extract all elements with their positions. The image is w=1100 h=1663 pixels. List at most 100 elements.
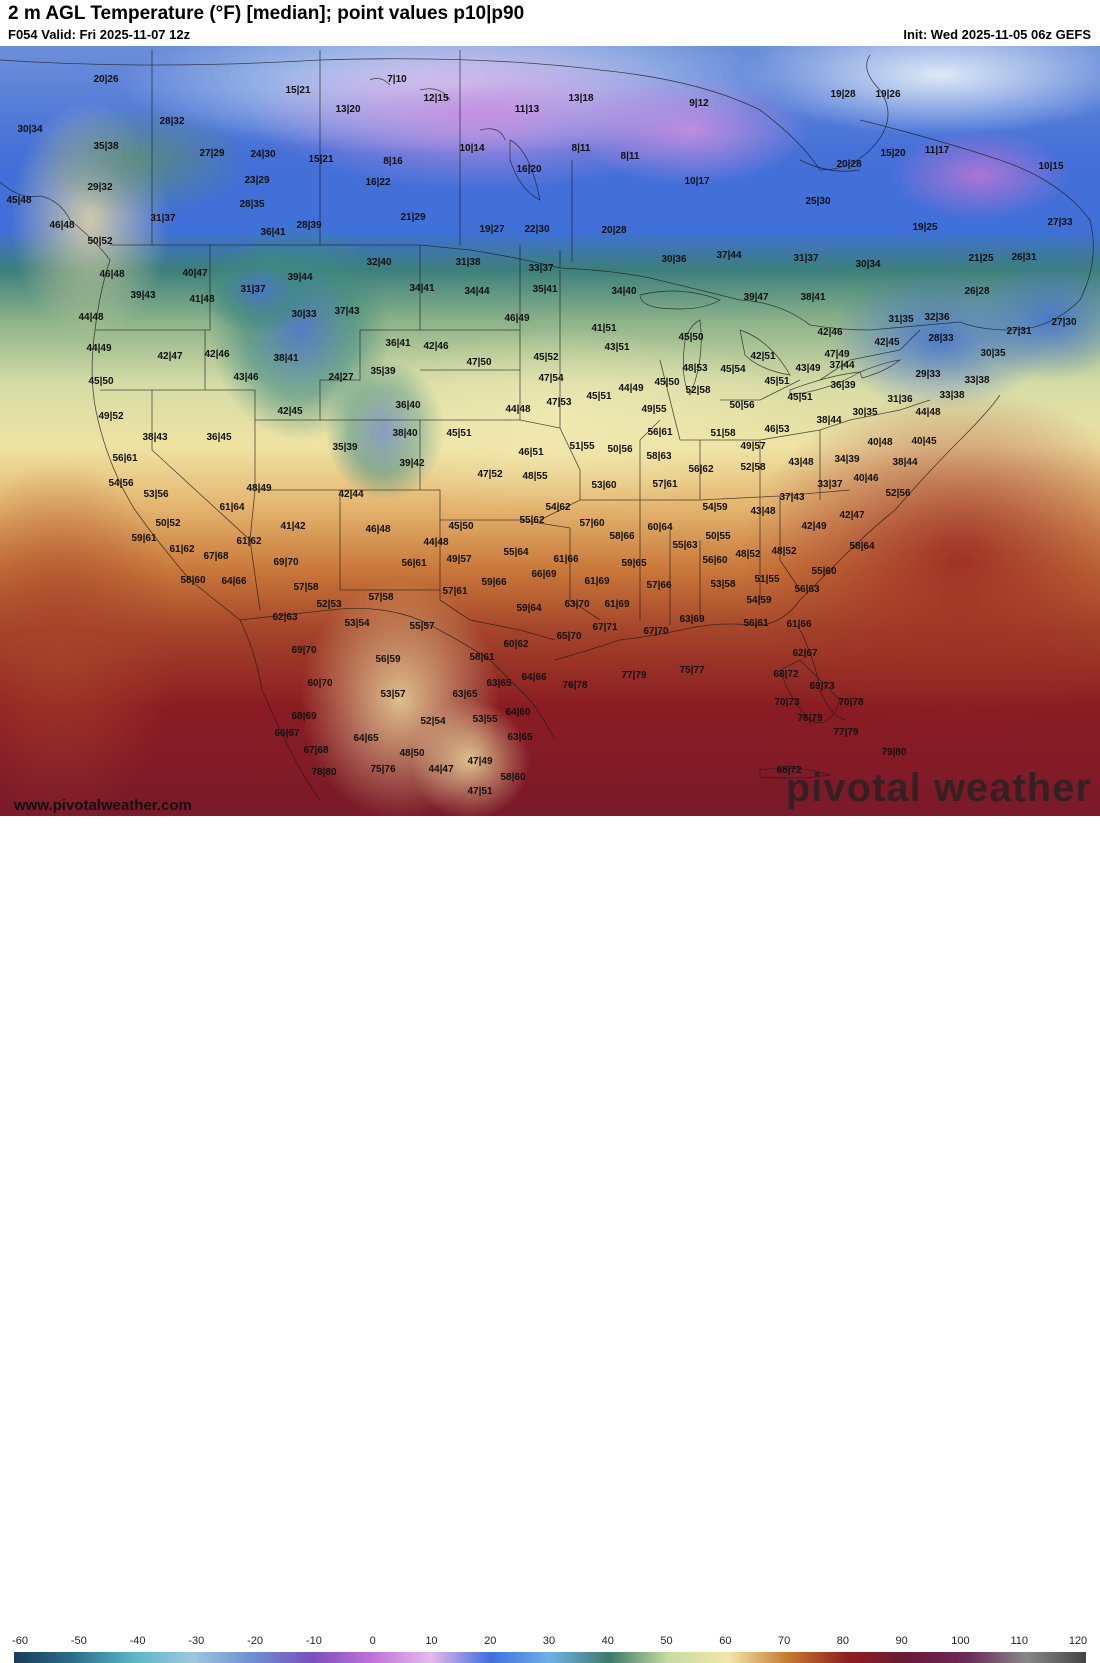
point-value-label: 12|15 [423,93,448,104]
point-value-label: 8|11 [621,151,640,162]
scale-tick-label: 50 [660,1635,673,1647]
point-value-label: 43|48 [750,506,775,517]
point-value-label: 44|48 [915,407,940,418]
point-value-label: 52|54 [420,716,445,727]
point-value-label: 45|50 [654,377,679,388]
point-value-label: 66|67 [274,728,299,739]
point-value-label: 55|63 [672,540,697,551]
scale-tick-label: 100 [951,1635,970,1647]
point-value-label: 44|47 [428,764,453,775]
point-value-label: 19|27 [479,224,504,235]
point-value-label: 46|49 [504,313,529,324]
point-value-label: 42|51 [750,351,775,362]
point-value-label: 56|61 [401,558,426,569]
point-value-label: 11|17 [925,145,950,156]
point-value-label: 41|51 [591,323,616,334]
point-value-label: 78|80 [311,767,336,778]
point-value-label: 26|28 [964,286,989,297]
point-value-label: 42|45 [874,337,899,348]
point-value-label: 40|47 [182,268,207,279]
point-value-label: 43|48 [788,457,813,468]
point-value-label: 50|56 [729,400,754,411]
point-value-label: 39|42 [399,458,424,469]
point-value-label: 45|50 [448,521,473,532]
header: 2 m AGL Temperature (°F) [median]; point… [0,0,1100,46]
scale-tick-label: 20 [484,1635,497,1647]
point-value-label: 8|16 [383,156,403,167]
point-value-label: 36|41 [385,338,410,349]
point-value-label: 45|51 [764,376,789,387]
point-value-label: 42|46 [204,349,229,360]
point-value-label: 59|66 [481,577,506,588]
temperature-map[interactable]: 20|26 7|10 15|21 12|15 13|18 9|12 19|28 19|26 13… [0,46,1100,816]
point-value-label: 36|41 [260,227,285,238]
point-value-label: 58|60 [500,772,525,783]
scale-tick-label: 70 [777,1635,791,1647]
point-value-label: 31|38 [455,257,480,268]
point-value-label: 51|55 [569,441,594,452]
point-value-label: 42|46 [423,341,448,352]
point-value-label: 31|36 [887,394,912,405]
scale-tick-label: -60 [12,1635,28,1647]
point-value-label: 52|56 [885,488,910,499]
point-value-label: 59|61 [131,533,156,544]
point-value-label: 27|33 [1047,217,1072,228]
point-value-label: 28|32 [159,116,184,127]
point-value-label: 57|66 [646,580,671,591]
point-value-label: 67|68 [203,551,228,562]
point-value-label: 51|58 [710,428,735,439]
point-value-label: 39|44 [287,272,312,283]
point-value-label: 65|70 [556,631,581,642]
point-value-label: 64|66 [521,672,546,683]
point-value-label: 30|35 [852,407,877,418]
point-value-label: 77|79 [621,670,646,681]
point-value-label: 33|37 [528,263,553,274]
point-value-label: 44|48 [78,312,103,323]
point-value-label: 20|28 [601,225,626,236]
point-value-label: 41|48 [189,294,214,305]
point-value-label: 63|65 [452,689,477,700]
point-value-label: 10|15 [1038,161,1063,172]
scale-tick-label: 10 [425,1635,438,1647]
point-value-label: 36|40 [395,400,420,411]
point-value-label: 10|17 [684,176,709,187]
point-value-label: 61|69 [604,599,629,610]
point-value-label: 33|38 [939,390,964,401]
point-value-label: 68|72 [776,765,801,776]
point-value-label: 46|48 [365,524,390,535]
point-value-label: 38|40 [392,428,417,439]
point-value-label: 49|52 [98,411,123,422]
point-value-label: 28|33 [928,333,953,344]
point-value-label: 31|37 [240,284,265,295]
color-scale-ticks: -60 -50 -40 -30 -20 -10 0 10 20 30 40 50 60 70 80 90 100… [0,1635,1100,1649]
point-value-label: 54|59 [746,595,771,606]
point-value-label: 55|62 [519,515,544,526]
point-value-label: 45|52 [533,352,558,363]
point-value-label: 48|52 [735,549,760,560]
valid-time: F054 Valid: Fri 2025-11-07 12z [8,27,191,42]
point-value-label: 42|49 [801,521,826,532]
point-value-label: 38|44 [816,415,841,426]
point-value-label: 42|47 [157,351,182,362]
point-value-label: 47|49 [824,349,849,360]
point-value-label: 21|29 [400,212,425,223]
scale-tick-label: 90 [895,1635,908,1647]
point-value-label: 23|29 [244,175,269,186]
point-value-label: 64|65 [353,733,378,744]
point-value-label: 35|39 [332,442,357,453]
point-value-label: 53|54 [344,618,369,629]
point-value-label: 49|55 [641,404,666,415]
point-value-label: 33|38 [964,375,989,386]
point-value-label: 48|53 [682,363,707,374]
color-scale-bar [14,1652,1086,1663]
point-value-label: 54|62 [545,502,570,513]
point-value-label: 26|31 [1011,252,1036,263]
point-value-label: 33|37 [817,479,842,490]
point-value-label: 45|50 [88,376,113,387]
point-value-label: 76|79 [797,713,822,724]
point-value-label: 75|76 [370,764,395,775]
point-value-label: 7|10 [387,74,407,85]
point-value-label: 38|41 [800,292,825,303]
website-watermark[interactable]: www.pivotalweather.com [14,797,192,814]
point-value-label: 67|68 [303,745,328,756]
